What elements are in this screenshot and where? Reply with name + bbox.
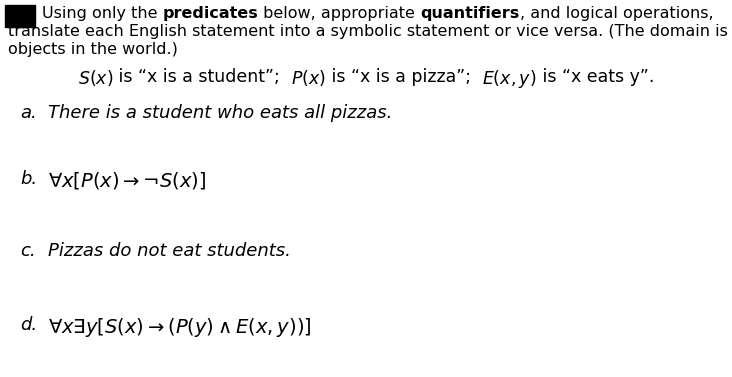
Text: quantifiers: quantifiers — [420, 6, 520, 21]
Text: $P(x)$: $P(x)$ — [291, 68, 326, 88]
Text: Pizzas do not eat students.: Pizzas do not eat students. — [48, 242, 291, 260]
Text: below, appropriate: below, appropriate — [258, 6, 420, 21]
Text: , and logical operations,: , and logical operations, — [520, 6, 713, 21]
Text: $\forall x\exists y\left[S(x)\rightarrow(P(y)\wedge E(x,y))\right]$: $\forall x\exists y\left[S(x)\rightarrow… — [48, 316, 312, 339]
Text: is “x is a student”;: is “x is a student”; — [113, 68, 291, 86]
Text: $S(x)$: $S(x)$ — [78, 68, 113, 88]
Text: Using only the: Using only the — [42, 6, 163, 21]
Text: b.: b. — [20, 170, 37, 188]
Text: $\forall x\left[P(x)\rightarrow\neg S(x)\right]$: $\forall x\left[P(x)\rightarrow\neg S(x)… — [48, 170, 206, 191]
Text: predicates: predicates — [163, 6, 258, 21]
Text: objects in the world.): objects in the world.) — [8, 42, 178, 57]
Text: translate each English statement into a symbolic statement or vice versa. (The d: translate each English statement into a … — [8, 24, 732, 39]
Text: There is a student who eats all pizzas.: There is a student who eats all pizzas. — [48, 104, 392, 122]
Text: is “x is a pizza”;: is “x is a pizza”; — [326, 68, 482, 86]
Text: $E(x, y)$: $E(x, y)$ — [482, 68, 537, 90]
Text: is “x eats y”.: is “x eats y”. — [537, 68, 654, 86]
Text: c.: c. — [20, 242, 36, 260]
Text: a.: a. — [20, 104, 37, 122]
Text: d.: d. — [20, 316, 37, 334]
